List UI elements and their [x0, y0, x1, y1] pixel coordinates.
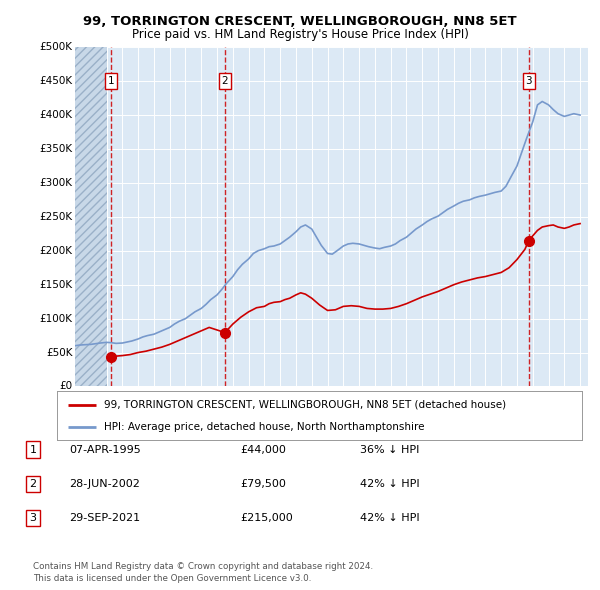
Text: 2022: 2022: [524, 399, 533, 421]
Text: 2020: 2020: [492, 399, 501, 421]
Text: 28-JUN-2002: 28-JUN-2002: [69, 479, 140, 489]
Text: 42% ↓ HPI: 42% ↓ HPI: [360, 479, 419, 489]
Text: £250K: £250K: [40, 212, 73, 222]
Text: 2003: 2003: [224, 399, 233, 421]
Text: £450K: £450K: [40, 76, 73, 86]
Text: 1997: 1997: [129, 399, 138, 422]
Text: 36% ↓ HPI: 36% ↓ HPI: [360, 445, 419, 454]
Text: £100K: £100K: [40, 314, 73, 323]
Text: HPI: Average price, detached house, North Northamptonshire: HPI: Average price, detached house, Nort…: [104, 422, 425, 432]
Text: 2006: 2006: [271, 399, 280, 421]
Bar: [75, 47, 107, 386]
Text: £44,000: £44,000: [240, 445, 286, 454]
Text: 2007: 2007: [287, 399, 296, 421]
Text: £50K: £50K: [46, 348, 73, 358]
Text: 1994: 1994: [82, 399, 91, 421]
Text: 2023: 2023: [539, 399, 548, 421]
Text: 2017: 2017: [445, 399, 454, 421]
Text: 99, TORRINGTON CRESCENT, WELLINGBOROUGH, NN8 5ET (detached house): 99, TORRINGTON CRESCENT, WELLINGBOROUGH,…: [104, 399, 506, 409]
Text: 2013: 2013: [382, 399, 391, 421]
Text: 2025: 2025: [571, 399, 580, 421]
Text: 2: 2: [221, 76, 228, 86]
Text: 2004: 2004: [239, 399, 248, 421]
Text: 2015: 2015: [413, 399, 422, 421]
Text: £400K: £400K: [40, 110, 73, 120]
Text: £200K: £200K: [40, 246, 73, 255]
Text: £300K: £300K: [40, 178, 73, 188]
Text: £79,500: £79,500: [240, 479, 286, 489]
Text: £215,000: £215,000: [240, 513, 293, 523]
Text: 99, TORRINGTON CRESCENT, WELLINGBOROUGH, NN8 5ET: 99, TORRINGTON CRESCENT, WELLINGBOROUGH,…: [83, 15, 517, 28]
Text: 2021: 2021: [508, 399, 517, 421]
Text: 29-SEP-2021: 29-SEP-2021: [69, 513, 140, 523]
Text: Price paid vs. HM Land Registry's House Price Index (HPI): Price paid vs. HM Land Registry's House …: [131, 28, 469, 41]
Text: 2011: 2011: [350, 399, 359, 421]
Text: 1998: 1998: [145, 399, 154, 422]
Text: 2002: 2002: [208, 399, 217, 421]
Text: 1993: 1993: [66, 399, 75, 422]
Text: 2001: 2001: [192, 399, 201, 421]
Text: 2014: 2014: [397, 399, 406, 421]
Text: 2016: 2016: [429, 399, 438, 421]
Text: 3: 3: [526, 76, 532, 86]
Text: 42% ↓ HPI: 42% ↓ HPI: [360, 513, 419, 523]
Text: 2: 2: [29, 479, 37, 489]
Text: 2009: 2009: [319, 399, 328, 421]
Text: 2024: 2024: [556, 399, 565, 421]
Text: 2012: 2012: [366, 399, 375, 421]
Text: 2005: 2005: [256, 399, 265, 421]
Text: 1999: 1999: [161, 399, 170, 422]
Text: 1: 1: [29, 445, 37, 454]
Text: 2010: 2010: [334, 399, 343, 421]
Text: 1: 1: [107, 76, 114, 86]
Text: 2000: 2000: [176, 399, 185, 421]
Text: £150K: £150K: [40, 280, 73, 290]
Text: 3: 3: [29, 513, 37, 523]
Text: 2008: 2008: [303, 399, 312, 421]
Text: Contains HM Land Registry data © Crown copyright and database right 2024.
This d: Contains HM Land Registry data © Crown c…: [33, 562, 373, 583]
Text: £0: £0: [59, 382, 73, 391]
Text: £500K: £500K: [40, 42, 73, 52]
Text: 2019: 2019: [476, 399, 485, 421]
Text: 1996: 1996: [113, 399, 122, 422]
Text: 2018: 2018: [461, 399, 470, 421]
Text: £350K: £350K: [40, 144, 73, 154]
Text: 07-APR-1995: 07-APR-1995: [69, 445, 141, 454]
Text: 1995: 1995: [98, 399, 107, 422]
